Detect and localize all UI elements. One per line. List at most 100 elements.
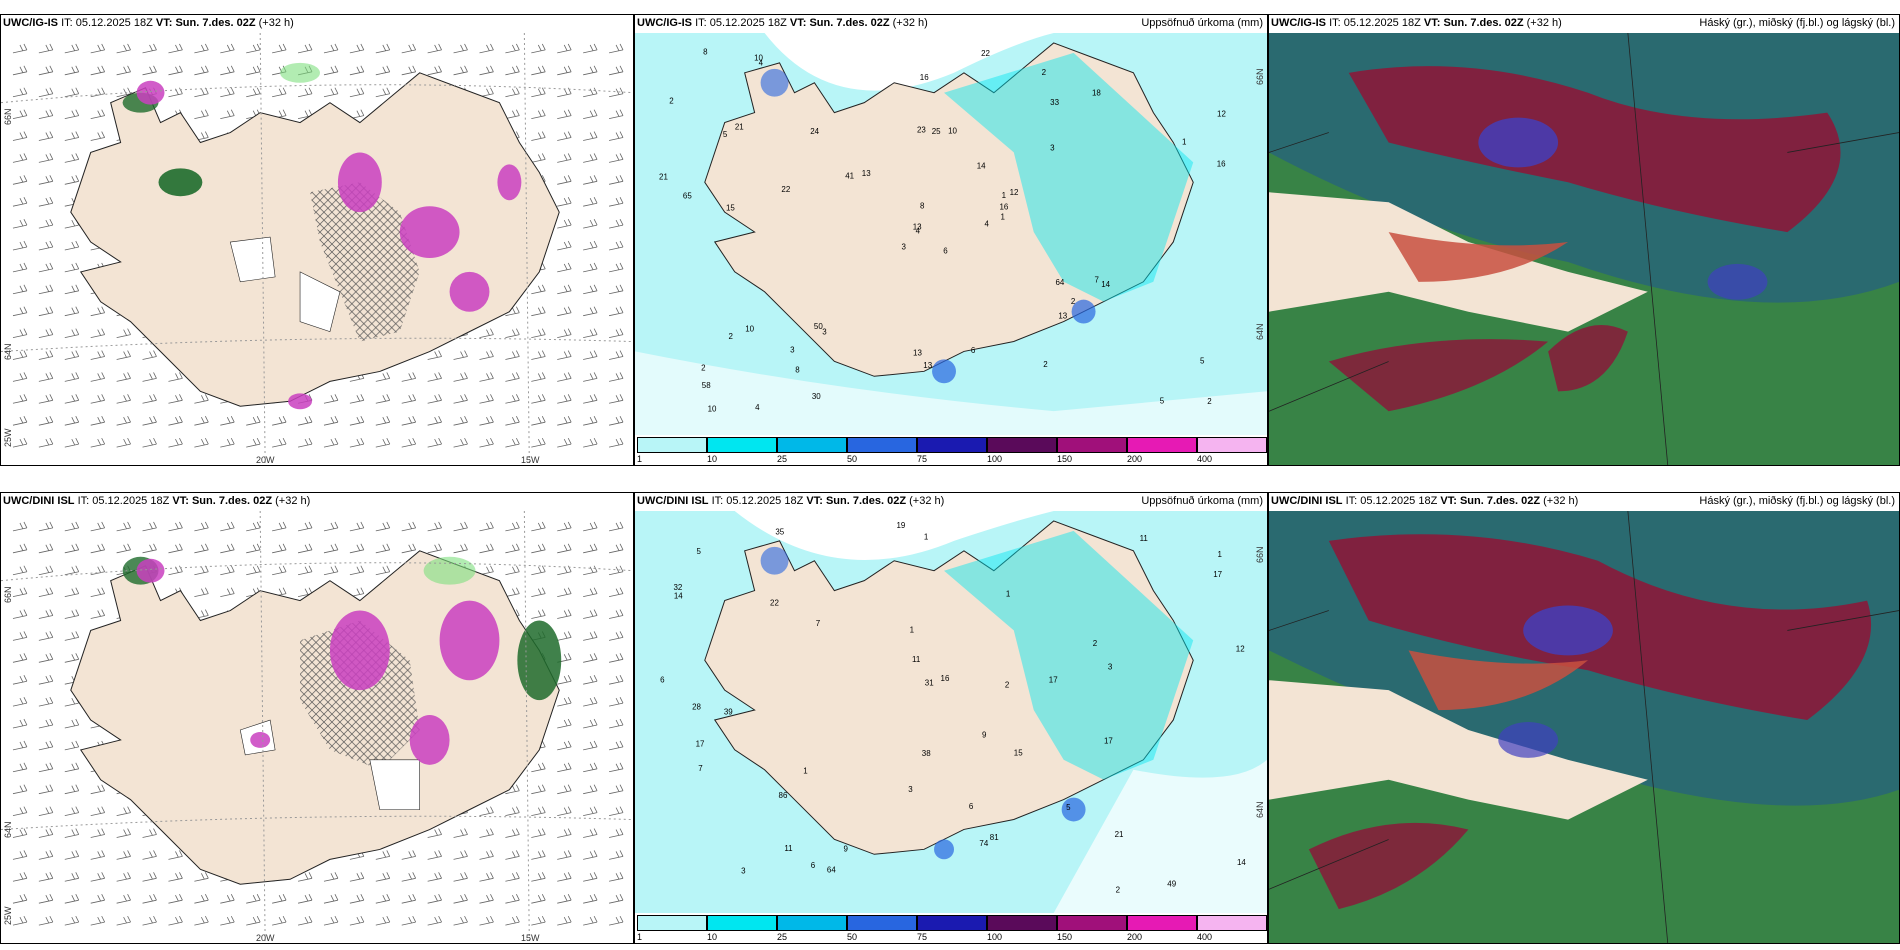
vt-value: Sun. 7.des. 02Z [1459, 495, 1541, 507]
precip-value: 18 [1092, 88, 1101, 97]
vt-label: VT: [789, 17, 807, 29]
vt-label: VT: [1440, 495, 1457, 507]
precip-value: 23 [917, 126, 926, 135]
precip-value: 12 [1010, 188, 1019, 197]
precip-value: 3 [1108, 663, 1113, 672]
colorbar-label: 25 [777, 932, 788, 942]
precip-value: 32 [673, 583, 682, 592]
colorbar-label: 50 [847, 932, 858, 942]
precip-value: 13 [1058, 311, 1067, 320]
precip-value: 31 [925, 678, 934, 687]
row2-mid-precip-panel: UWC/DINI ISL IT: 05.12.2025 18Z VT: Sun.… [634, 492, 1268, 944]
precip-value: 2 [1093, 639, 1098, 648]
iceland-landmass [704, 520, 1194, 855]
precip-value: 13 [913, 349, 922, 358]
lat-label-66n: 66N [1255, 68, 1265, 85]
precip-value: 35 [775, 528, 784, 537]
colorbar-label: 75 [917, 932, 928, 942]
precip-value: 2 [1005, 681, 1010, 690]
lead-time: (+32 h) [909, 495, 945, 507]
precip-value: 65 [683, 192, 692, 201]
precip-colorbar: 1 10 25 50 75 100 150 200 400 [635, 913, 1267, 943]
precip-value: 11 [1140, 534, 1149, 543]
precip-value: 14 [977, 162, 986, 171]
colorbar-swatch [777, 437, 847, 453]
precip-value: 1 [910, 626, 915, 635]
precip-value: 2 [1116, 885, 1121, 894]
it-label: IT: [695, 17, 707, 29]
lat-label-66n: 66N [3, 586, 13, 603]
precip-value: 22 [770, 598, 779, 607]
vt-label: VT: [1423, 17, 1441, 29]
precip-value: 12 [1236, 645, 1245, 654]
precip-value: 74 [979, 839, 988, 848]
precip-value: 24 [810, 127, 819, 136]
colorbar-swatch [917, 437, 987, 453]
precip-value: 25 [932, 127, 941, 136]
precip-value: 3 [790, 346, 795, 355]
lon-label-15w: 15W [521, 455, 540, 465]
precip-value: 58 [702, 381, 711, 390]
precip-value-labels: 6542132103344215123342314101358825121421… [659, 48, 1226, 414]
colorbar-label: 1 [637, 454, 643, 464]
precip-value: 2 [701, 364, 706, 373]
colorbar-label: 400 [1197, 932, 1213, 942]
lon-label-20w: 20W [256, 933, 275, 943]
iceland-landmass [1269, 680, 1648, 820]
colorbar-swatch [847, 437, 917, 453]
precip-value: 16 [1217, 160, 1226, 169]
precip-value: 6 [811, 861, 816, 870]
precip-value: 64 [827, 865, 836, 874]
colorbar-label: 10 [707, 454, 718, 464]
model-name: UWC/DINI ISL [637, 495, 709, 507]
precip-value: 14 [674, 592, 683, 601]
precip-value: 3 [908, 785, 913, 794]
vt-label: VT: [172, 495, 189, 507]
precip-value: 7 [698, 764, 703, 773]
iceland-landmass [704, 42, 1194, 377]
lead-time: (+32 h) [258, 17, 294, 29]
precip-map: 6 5 4 2 1 3 2 10 33 4 4 2 15 12 3 3 4 23 14 10 13 58 8 25 12 14 21… [635, 33, 1267, 435]
precip-value: 10 [754, 54, 763, 63]
precip-value: 21 [659, 172, 668, 181]
precip-value: 21 [735, 122, 744, 131]
precip-value: 11 [784, 844, 793, 853]
lat-label-64n: 64N [3, 821, 13, 838]
lat-label-66n: 66N [3, 108, 13, 125]
precip-value: 86 [779, 791, 788, 800]
colorbar-swatch [1057, 437, 1127, 453]
row1-right-cloud-panel: UWC/IG-IS IT: 05.12.2025 18Z VT: Sun. 7.… [1268, 14, 1900, 466]
precip-value: 6 [660, 675, 665, 684]
iceland-landmass [70, 72, 560, 407]
precip-value: 50 [814, 322, 823, 331]
it-value: 05.12.2025 18Z [92, 495, 170, 507]
colorbar-label: 150 [1057, 454, 1073, 464]
vt-value: Sun. 7.des. 02Z [191, 495, 273, 507]
colorbar-swatch [637, 915, 707, 931]
precip-value: 21 [1115, 830, 1124, 839]
colorbar-swatch [847, 915, 917, 931]
precip-value: 17 [696, 740, 705, 749]
colorbar-swatch [1127, 437, 1197, 453]
vt-value: Sun. 7.des. 02Z [825, 495, 907, 507]
precip-value: 4 [755, 403, 760, 412]
precip-value: 5 [697, 547, 702, 556]
lon-label-25w: 25W [3, 906, 13, 925]
precip-value: 1 [1006, 589, 1011, 598]
precip-value: 1 [803, 767, 808, 776]
model-name: UWC/DINI ISL [1271, 495, 1343, 507]
row2-right-title: UWC/DINI ISL IT: 05.12.2025 18Z VT: Sun.… [1271, 495, 1578, 507]
precip-value: 38 [922, 749, 931, 758]
precip-value: 5 [1200, 357, 1205, 366]
it-value: 05.12.2025 18Z [726, 495, 804, 507]
model-name: UWC/IG-IS [1271, 17, 1326, 29]
it-value: 05.12.2025 18Z [1343, 17, 1421, 29]
precip-value: 7 [816, 619, 821, 628]
precip-value: 6 [971, 346, 976, 355]
precip-value: 2 [1207, 397, 1212, 406]
precip-value: 15 [1014, 749, 1023, 758]
precip-value: 5 [1160, 396, 1165, 405]
precip-value: 30 [812, 392, 821, 401]
precip-value: 16 [920, 73, 929, 82]
colorbar-swatch [707, 915, 777, 931]
